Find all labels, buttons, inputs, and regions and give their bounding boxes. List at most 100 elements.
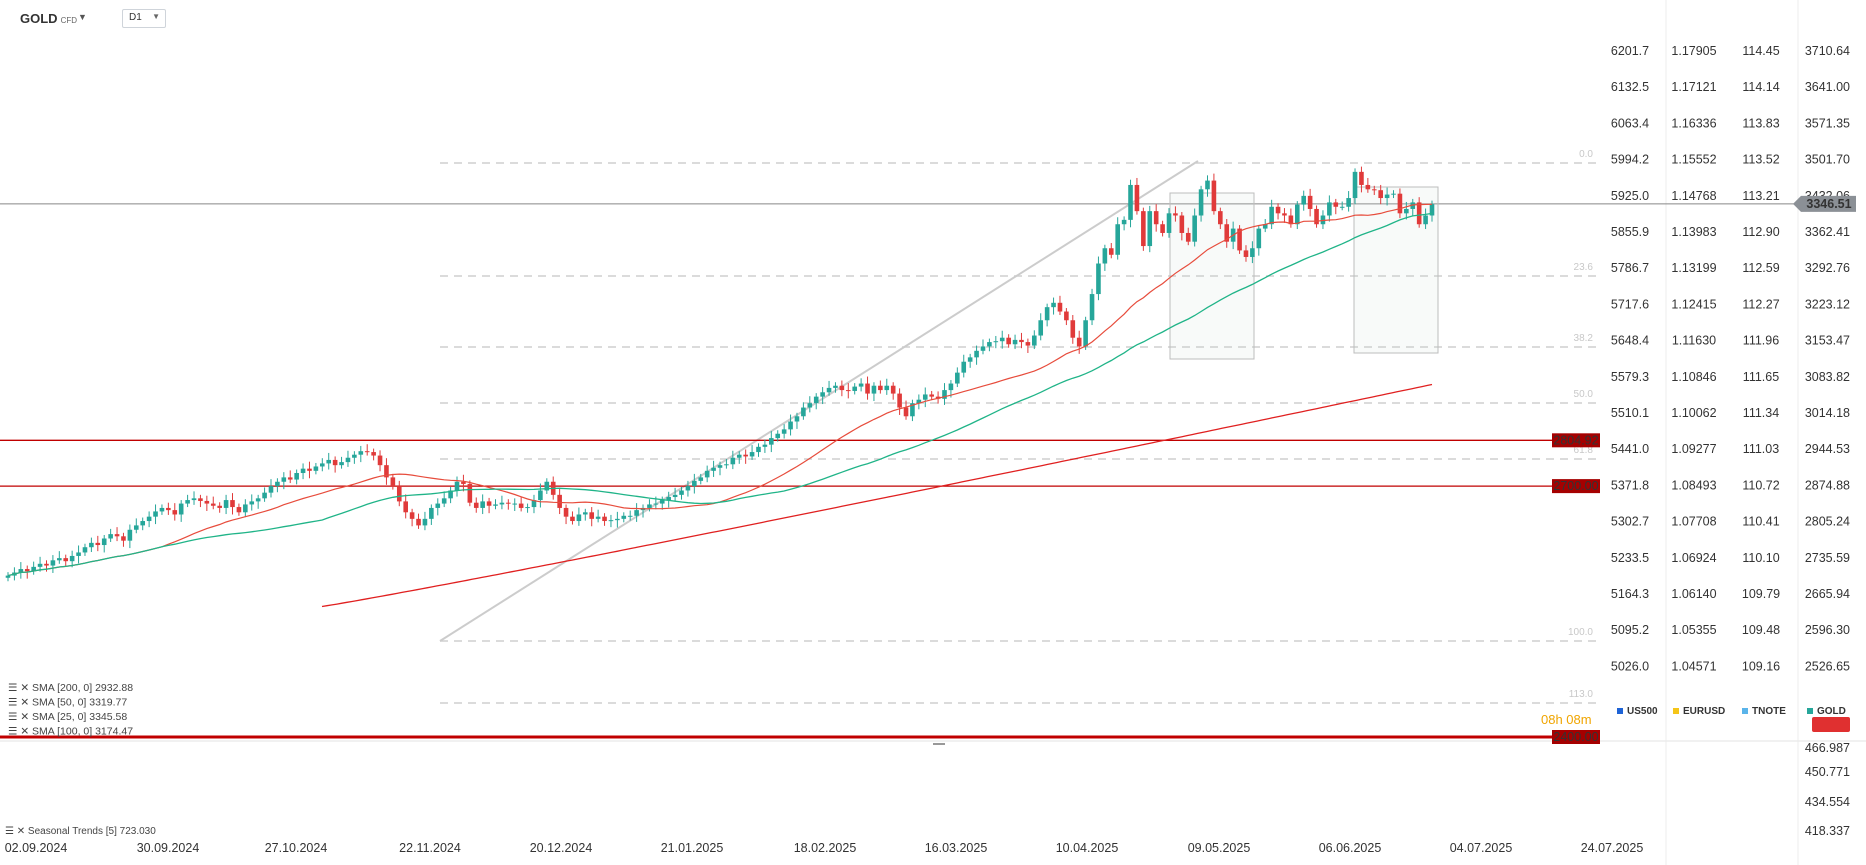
candle-body[interactable] [942, 390, 947, 399]
candle-body[interactable] [993, 341, 999, 343]
candle-body[interactable] [454, 481, 460, 491]
candle-body[interactable] [980, 346, 986, 351]
candle-body[interactable] [974, 350, 979, 358]
candle-body[interactable] [198, 498, 203, 501]
candle-body[interactable] [1012, 339, 1018, 345]
candle-body[interactable] [441, 498, 447, 504]
candle-body[interactable] [1275, 206, 1281, 214]
legend-us500[interactable]: US500 [1617, 706, 1658, 717]
trend-line[interactable] [439, 160, 1199, 642]
candle-body[interactable] [1185, 232, 1191, 242]
candle-body[interactable] [563, 507, 569, 517]
candle-body[interactable] [1076, 337, 1082, 347]
candle-body[interactable] [44, 563, 49, 566]
candle-body[interactable] [287, 477, 293, 480]
candle-body[interactable] [461, 481, 466, 484]
candle-body[interactable] [1410, 202, 1416, 209]
candle-body[interactable] [95, 542, 101, 546]
candle-body[interactable] [396, 486, 402, 502]
legend-eurusd[interactable]: EURUSD [1673, 706, 1725, 717]
candle-body[interactable] [108, 534, 113, 539]
candle-body[interactable] [127, 529, 133, 541]
candle-body[interactable] [473, 502, 479, 508]
candle-body[interactable] [1365, 184, 1371, 190]
candle-body[interactable] [5, 575, 11, 578]
candle-body[interactable] [1089, 294, 1095, 321]
candle-body[interactable] [1044, 307, 1050, 321]
candle-body[interactable] [1038, 320, 1044, 336]
legend-tnote[interactable]: TNOTE [1742, 706, 1786, 717]
candle-body[interactable] [268, 486, 274, 493]
candle-body[interactable] [659, 500, 665, 504]
candle-body[interactable] [615, 518, 620, 521]
candle-body[interactable] [1211, 180, 1217, 212]
candle-body[interactable] [1237, 228, 1242, 251]
candle-body[interactable] [210, 503, 216, 506]
candle-body[interactable] [999, 337, 1005, 342]
candle-body[interactable] [1250, 248, 1255, 257]
candle-body[interactable] [1288, 215, 1294, 225]
candle-body[interactable] [1378, 190, 1383, 199]
candle-body[interactable] [525, 507, 530, 509]
candle-body[interactable] [557, 494, 562, 508]
candle-body[interactable] [903, 407, 909, 417]
candle-body[interactable] [538, 490, 543, 501]
candle-body[interactable] [429, 507, 434, 519]
candle-body[interactable] [576, 514, 582, 522]
candle-body[interactable] [1269, 206, 1274, 225]
candle-body[interactable] [647, 504, 652, 508]
candle-body[interactable] [358, 451, 364, 455]
candle-body[interactable] [762, 444, 768, 447]
candle-body[interactable] [307, 468, 312, 471]
candle-body[interactable] [1070, 320, 1076, 338]
candle-body[interactable] [871, 385, 877, 394]
candle-body[interactable] [1352, 171, 1358, 199]
candle-body[interactable] [717, 465, 723, 468]
candle-body[interactable] [1115, 224, 1120, 255]
candle-body[interactable] [775, 433, 781, 439]
candle-body[interactable] [653, 503, 659, 505]
candle-body[interactable] [833, 385, 838, 388]
candle-body[interactable] [621, 515, 627, 519]
candle-body[interactable] [1346, 198, 1351, 207]
candle-body[interactable] [627, 515, 633, 517]
candle-body[interactable] [294, 473, 299, 480]
candle-body[interactable] [858, 383, 864, 387]
candle-body[interactable] [1320, 215, 1326, 225]
candle-body[interactable] [531, 500, 537, 508]
candle-body[interactable] [76, 552, 81, 556]
candle-body[interactable] [1243, 250, 1249, 257]
candle-body[interactable] [69, 555, 75, 562]
candle-body[interactable] [884, 385, 890, 391]
candle-body[interactable] [217, 505, 222, 508]
candle-body[interactable] [236, 507, 242, 513]
candle-body[interactable] [1218, 211, 1223, 225]
candle-body[interactable] [679, 490, 684, 495]
candle-body[interactable] [1314, 208, 1319, 225]
candle-body[interactable] [948, 383, 954, 391]
candle-body[interactable] [1160, 224, 1165, 233]
candle-body[interactable] [1019, 339, 1024, 343]
candle-body[interactable] [916, 399, 922, 404]
candle-body[interactable] [1262, 224, 1268, 229]
candle-body[interactable] [1006, 337, 1011, 345]
candle-body[interactable] [332, 459, 338, 466]
candle-body[interactable] [922, 394, 928, 400]
sma-50-line[interactable] [7, 212, 1433, 577]
seasonal-trends-indicator[interactable]: ☰ ✕ Seasonal Trends [5] 723.030 [5, 826, 156, 837]
candle-body[interactable] [377, 455, 383, 466]
candle-body[interactable] [1025, 342, 1031, 346]
candle-body[interactable] [865, 383, 870, 394]
candle-body[interactable] [1416, 202, 1422, 225]
candle-body[interactable] [878, 385, 883, 391]
candle-body[interactable] [1096, 263, 1101, 295]
candle-body[interactable] [281, 477, 287, 482]
candle-body[interactable] [159, 507, 165, 512]
candle-body[interactable] [1121, 219, 1127, 225]
candle-body[interactable] [1327, 202, 1332, 216]
candle-body[interactable] [582, 512, 588, 515]
candle-body[interactable] [788, 421, 793, 430]
candle-body[interactable] [967, 357, 973, 362]
candle-body[interactable] [955, 372, 960, 384]
candle-body[interactable] [409, 512, 415, 519]
